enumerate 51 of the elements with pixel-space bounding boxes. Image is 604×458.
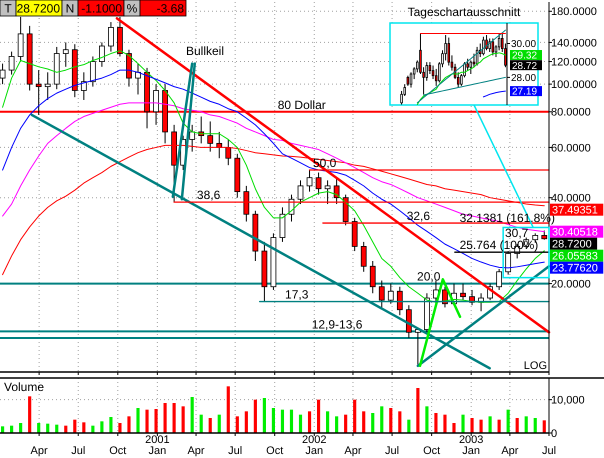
x-tick-label: 2002 Jan [302,434,327,457]
x-tick-label: Apr [344,445,362,457]
annotation: 38,6 [196,188,221,202]
data-label: 37.49351 [552,204,598,217]
y-tick-label: 40.0000 [551,192,591,205]
data-label: 26.05583 [552,250,598,263]
data-label: 29.32 [512,50,538,62]
data-label: 23.77620 [552,262,598,275]
x-tick-label: Apr [501,445,519,457]
y-tick-label: 180.0000 [551,6,597,18]
annotation: 17,3 [285,288,309,302]
chart-title: Volume [4,380,44,394]
y-tick-label: 60.0000 [551,142,591,154]
annotation: T [4,2,12,16]
y-tick-label: 100.0000 [551,79,597,92]
annotation: 12,9-13,6 [312,317,363,332]
y-axis-title: LOG [524,360,547,372]
annotation: N [66,2,74,16]
x-tick-label: Jul [71,445,86,457]
y-tick-label: 120.0000 [551,56,597,68]
annotation: 80 Dollar [278,98,326,112]
annotation: 32,6 [406,209,430,224]
x-tick-label: Oct [266,445,284,457]
annotation: Bullkeil [186,44,224,58]
annotation: 20,0 [417,270,441,284]
x-tick-label: Jul [385,445,400,457]
x-tick-label: 2001 Jan [145,434,170,457]
y-tick-label: 80.0000 [551,106,591,119]
x-tick-label: Oct [109,445,126,457]
x-tick-label: 2003 Jan [458,434,484,457]
x-tick-label: Jul [542,445,556,457]
data-label: 27.19 [512,86,538,98]
x-tick-label: Oct [423,445,440,457]
annotation: -1.1000 [81,2,122,16]
chart-title: Tageschartausschnitt [408,5,522,19]
annotation: 28.7200 [16,2,60,16]
y-tick-label: 0 [551,428,558,440]
x-tick-label: Apr [187,445,205,457]
y-tick-label: 20.0000 [551,278,591,291]
text: 28.7200 [552,238,592,251]
x-tick-label: Apr [30,445,48,457]
annotation: 30,7 [505,226,529,240]
annotation: -3.68 [156,2,184,16]
text: 28.72 [512,60,538,72]
y-tick-label: 28.00 [511,72,536,84]
annotation: % [126,2,138,16]
data-label: 30.40518 [552,226,598,239]
y-tick-label: 30.00 [511,39,536,50]
y-tick-label: 140.0000 [551,37,597,50]
x-tick-label: Jul [228,445,242,457]
y-tick-label: 10,000 [551,394,585,407]
